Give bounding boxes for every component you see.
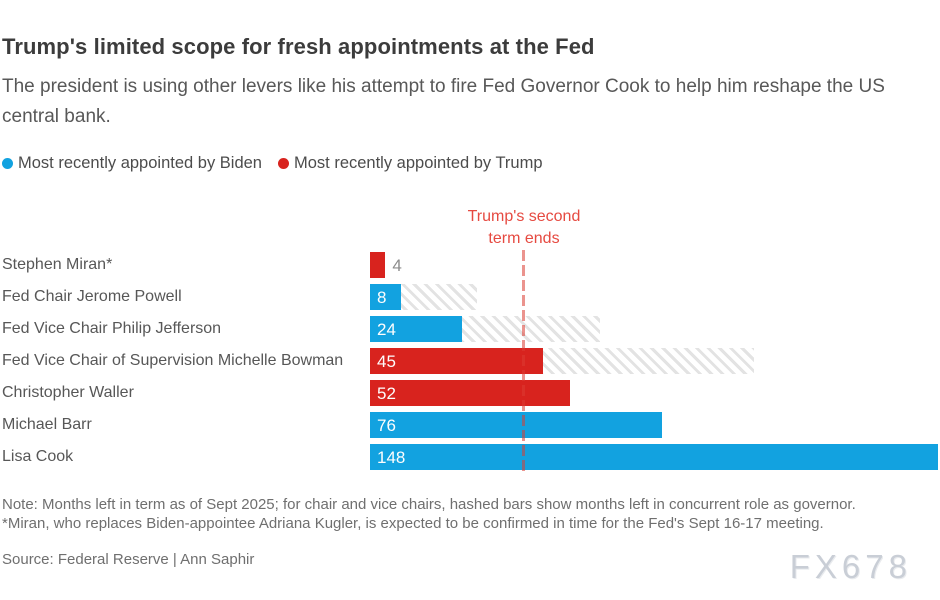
page-subtitle: The president is using other levers like… [2,76,885,127]
term-months-bar [370,412,662,438]
term-end-annotation-line2: term ends [488,230,560,247]
legend-item-trump: Most recently appointed by Trump [277,154,543,173]
biden-legend-dot-icon [2,158,13,169]
category-label: Stephen Miran* [2,256,113,273]
term-end-dashed-line [522,250,525,472]
term-months-bar [370,316,463,342]
category-label: Lisa Cook [2,448,74,465]
category-label: Michael Barr [2,416,92,433]
watermark: FX678 [789,548,912,585]
category-label: Fed Vice Chair Philip Jefferson [2,320,222,337]
bar-value-label: 4 [392,256,402,275]
term-months-bar [370,252,386,278]
term-end-annotation-line1: Trump's second [467,208,581,225]
bar-value-label: 76 [377,416,396,435]
category-label: Fed Chair Jerome Powell [2,288,182,305]
category-label: Fed Vice Chair of Supervision Michelle B… [2,352,344,369]
bar-value-label: 24 [377,320,396,339]
bar-value-label: 148 [377,448,406,467]
bar-value-label: 45 [377,352,396,371]
legend: Most recently appointed by Biden Most re… [2,154,543,173]
term-months-bar [370,380,570,406]
source-line: Source: Federal Reserve | Ann Saphir [2,551,255,568]
legend-item-biden: Most recently appointed by Biden [2,154,262,173]
page-title: Trump's limited scope for fresh appointm… [2,34,595,59]
legend-label-biden: Most recently appointed by Biden [18,154,262,172]
chart-notes: Note: Months left in term as of Sept 202… [2,496,938,533]
term-months-bar [370,348,543,374]
category-label: Christopher Waller [2,384,134,401]
term-months-bar [370,284,401,310]
trump-legend-dot-icon [277,158,289,169]
term-end-annotation: Trump's second term ends [404,206,644,250]
term-months-bar [370,444,938,470]
note-line-1: Note: Months left in term as of Sept 202… [2,496,856,513]
bar-value-label: 52 [377,384,396,403]
note-line-2: *Miran, who replaces Biden-appointee Adr… [2,514,824,532]
bar-value-label: 8 [377,288,387,307]
legend-label-trump: Most recently appointed by Trump [293,154,543,172]
